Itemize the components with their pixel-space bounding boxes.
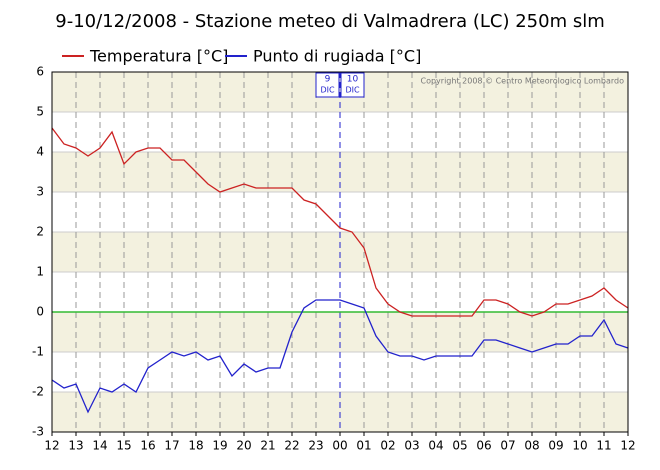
x-tick-label: 16 (140, 439, 155, 453)
y-tick-label: -2 (32, 385, 44, 399)
x-tick-label: 17 (164, 439, 179, 453)
series-line (51, 299, 629, 414)
x-tick-label: 02 (380, 439, 395, 453)
x-tick-label: 10 (572, 439, 587, 453)
y-tick-label: -3 (32, 425, 44, 439)
x-tick-label: 19 (212, 439, 227, 453)
x-tick-label: 05 (452, 439, 467, 453)
x-tick-label: 08 (524, 439, 539, 453)
y-tick-label: 6 (36, 65, 44, 79)
x-tick-label: 11 (596, 439, 611, 453)
y-tick-label: 3 (36, 185, 44, 199)
x-tick-label: 09 (548, 439, 563, 453)
x-tick-label: 20 (236, 439, 251, 453)
plot-frame (51, 71, 629, 433)
x-tick-label: 04 (428, 439, 443, 453)
y-tick-label: -1 (32, 345, 44, 359)
y-tick-label: 4 (36, 145, 44, 159)
date-marker-box (315, 72, 340, 98)
x-tick-label: 03 (404, 439, 419, 453)
x-tick-label: 21 (260, 439, 275, 453)
x-tick-label: 14 (92, 439, 107, 453)
y-tick-label: 2 (36, 225, 44, 239)
x-tick-label: 15 (116, 439, 131, 453)
date-marker-day: 9 (325, 75, 331, 85)
series-line (51, 127, 629, 317)
x-tick-label: 18 (188, 439, 203, 453)
x-tick-label: 22 (284, 439, 299, 453)
y-tick-label: 0 (36, 305, 44, 319)
y-tick-label: 5 (36, 105, 44, 119)
date-marker-month: DIC (345, 86, 360, 95)
x-tick-label: 23 (308, 439, 323, 453)
chart-title: 9-10/12/2008 - Stazione meteo di Valmadr… (55, 11, 605, 32)
x-tick-label: 12 (620, 439, 635, 453)
x-tick-label: 06 (476, 439, 491, 453)
legend-label: Punto di rugiada [°C] (253, 47, 421, 66)
x-tick-label: 12 (44, 439, 59, 453)
y-tick-label: 1 (36, 265, 44, 279)
copyright: Copyright 2008 © Centro Meteorologico Lo… (421, 77, 625, 86)
x-tick-label: 00 (332, 439, 347, 453)
x-tick-label: 13 (68, 439, 83, 453)
date-marker-day: 10 (347, 75, 359, 85)
x-tick-label: 07 (500, 439, 515, 453)
date-marker-month: DIC (320, 86, 335, 95)
date-marker-box (340, 72, 365, 98)
legend-label: Temperatura [°C] (89, 47, 228, 66)
x-tick-label: 01 (356, 439, 371, 453)
